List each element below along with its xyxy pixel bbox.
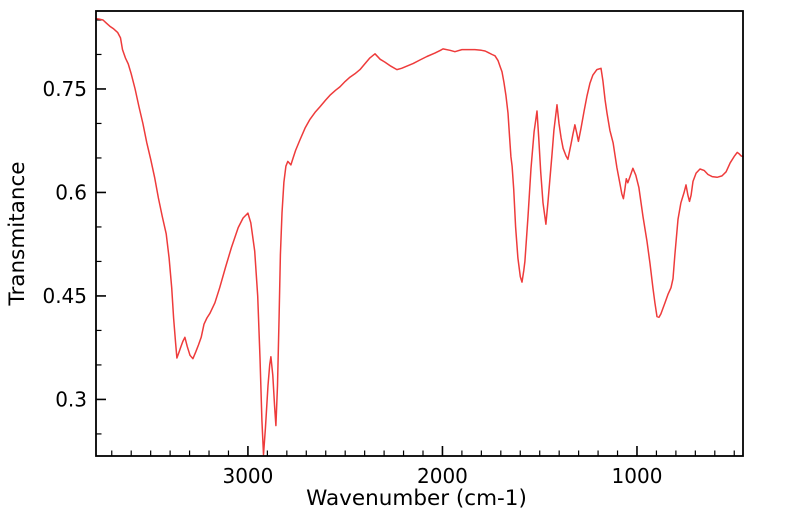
axis-tick-labels: 3000 2000 1000 0.3 0.45 0.6 0.75 — [42, 77, 662, 488]
x-tick-label: 1000 — [612, 464, 663, 488]
x-axis-label: Wavenumber (cm-1) — [306, 486, 527, 511]
plot-border — [95, 10, 744, 457]
y-tick-label: 0.3 — [55, 387, 87, 411]
axis-ticks — [96, 19, 735, 456]
y-tick-label: 0.6 — [55, 180, 87, 204]
x-tick-label: 2000 — [417, 464, 468, 488]
y-tick-label: 0.45 — [42, 284, 87, 308]
x-tick-label: 3000 — [222, 464, 273, 488]
spectrum-curve — [95, 17, 744, 456]
y-axis-label: Transmitance — [5, 161, 30, 306]
y-tick-label: 0.75 — [42, 77, 87, 101]
